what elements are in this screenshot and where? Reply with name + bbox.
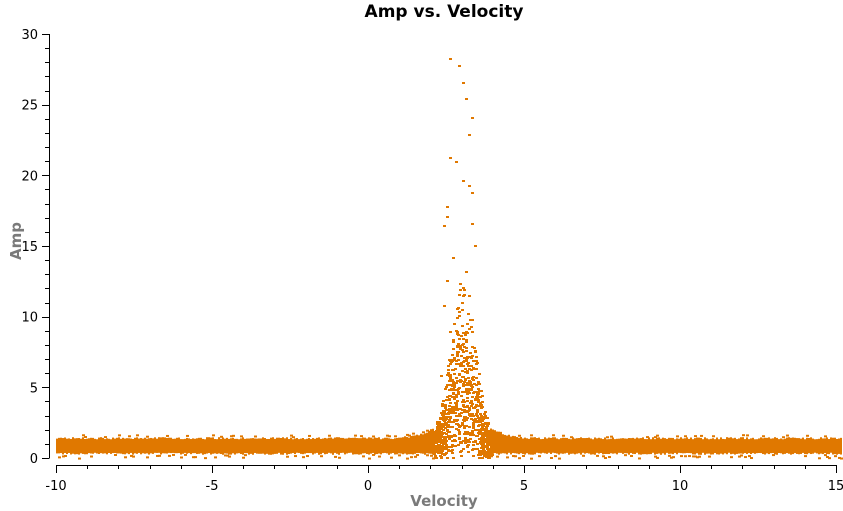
x-tick-label: -5	[206, 479, 219, 494]
peak-point	[462, 287, 465, 289]
axes: 0 5 10 15 20 25 30 -10 -5 0 5 10 15	[21, 28, 843, 494]
peak-point	[465, 271, 468, 273]
peak-point	[455, 161, 458, 163]
peak-point	[465, 339, 468, 341]
peak-point	[446, 206, 449, 208]
peak-point	[468, 134, 471, 136]
peak-point	[462, 180, 465, 182]
peak-point	[462, 82, 465, 84]
peak-point	[449, 331, 452, 333]
peak-point	[443, 305, 446, 307]
peak-point	[468, 185, 471, 187]
peak-point	[474, 245, 477, 247]
peak-point	[471, 117, 474, 119]
y-tick-label: 10	[21, 311, 38, 326]
y-tick-label: 5	[30, 381, 38, 396]
peak-point	[449, 58, 452, 60]
peak-point	[471, 192, 474, 194]
peak-point	[446, 216, 449, 218]
peak-point	[468, 295, 471, 297]
peak-point	[474, 351, 477, 353]
peak-point	[465, 98, 468, 100]
peak-point	[471, 223, 474, 225]
x-axis-label: Velocity	[410, 492, 478, 510]
x-tick-label: -10	[45, 479, 66, 494]
x-tick-label: 0	[364, 479, 372, 494]
peak-point	[449, 157, 452, 159]
peak-point	[458, 65, 461, 67]
y-tick-label: 30	[21, 28, 38, 43]
y-tick-label: 0	[30, 452, 38, 467]
peak-point	[443, 225, 446, 227]
peak-point	[471, 319, 474, 321]
x-tick-label: 5	[520, 479, 528, 494]
peak-point	[446, 280, 449, 282]
peak-point	[458, 311, 461, 313]
x-tick-label: 15	[828, 479, 843, 494]
chart-title: Amp vs. Velocity	[364, 2, 524, 22]
peak-point	[452, 257, 455, 259]
peak-point	[455, 360, 458, 362]
y-tick-label: 20	[21, 169, 38, 184]
y-tick-label: 15	[21, 240, 38, 255]
data-points	[56, 58, 843, 460]
peak-point	[477, 383, 480, 385]
x-tick-label: 10	[672, 479, 689, 494]
peak-point	[440, 375, 443, 377]
y-tick-label: 25	[21, 99, 38, 114]
